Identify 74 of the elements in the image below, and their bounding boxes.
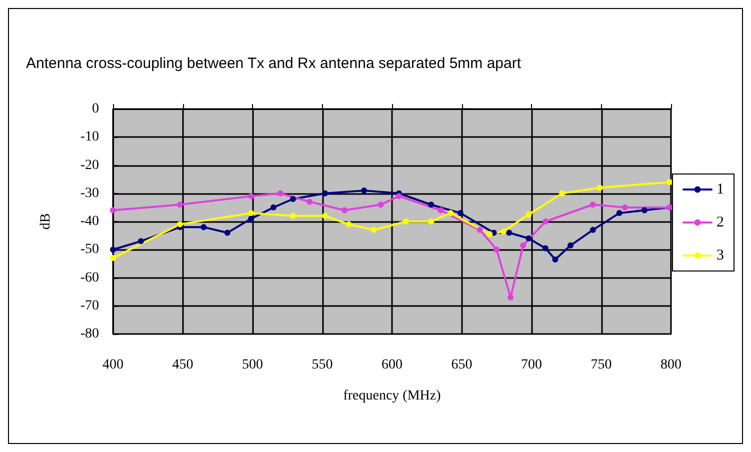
point [457,210,464,216]
y-tick-label: -70 [80,298,99,314]
point [552,256,558,262]
x-tick-label: 600 [382,358,402,372]
point [616,210,622,216]
point [277,190,284,196]
point [476,226,483,233]
point [110,255,116,262]
y-tick-label: 0 [92,102,99,116]
point [290,212,296,219]
x-axis-title: frequency (MHz) [343,388,442,404]
point [378,202,384,208]
point [438,207,444,214]
point [402,218,409,224]
point [361,188,368,194]
point [306,198,313,205]
point [248,210,254,216]
point [596,184,603,191]
point [110,207,116,214]
point [526,211,532,218]
point [290,196,296,202]
point [370,226,377,233]
point [428,202,434,208]
legend-label: 2 [716,214,724,230]
legend-label: 3 [716,248,724,264]
point [224,230,230,236]
point [396,193,402,200]
x-tick-label: 500 [242,358,263,372]
point [506,230,512,236]
point [322,190,328,196]
x-tick-label: 400 [102,358,124,372]
x-tick-label: 650 [451,358,472,372]
point [110,246,116,253]
x-tick-label: 700 [521,358,542,372]
x-tick-label: 800 [660,358,682,372]
point [622,204,628,210]
point [270,204,276,210]
point [520,242,526,248]
point [322,212,328,219]
y-axis-title: dB [38,213,54,230]
y-tick-label: -10 [80,130,99,145]
x-tick-label: 550 [312,358,333,372]
point [500,228,507,234]
point [342,207,348,214]
x-tick-label: 750 [590,358,612,372]
y-tick-label: -60 [80,270,99,286]
y-tick-label: -80 [80,326,99,342]
point [494,246,500,253]
point [176,221,183,228]
point [346,221,352,228]
point [590,226,596,233]
chart-title: Antenna cross-coupling between Tx and Rx antenna separated 5mm apart [26,55,522,72]
y-tick-label: -50 [80,242,99,258]
point [448,210,454,216]
point [248,216,254,222]
point [542,218,548,224]
y-tick-label: -40 [80,214,99,229]
y-tick-label: -30 [80,186,99,201]
point [642,207,648,214]
legend-label: 1 [716,182,724,198]
point [526,235,532,242]
y-tick-label: -20 [80,158,99,173]
point [428,218,434,224]
point [200,224,207,230]
point [568,242,574,248]
point [590,202,596,208]
point [248,193,254,200]
point [486,231,493,238]
x-tick-label: 450 [172,358,194,372]
point [542,245,548,252]
point [559,190,566,196]
point [176,202,183,208]
point [508,294,514,300]
point [138,238,144,244]
